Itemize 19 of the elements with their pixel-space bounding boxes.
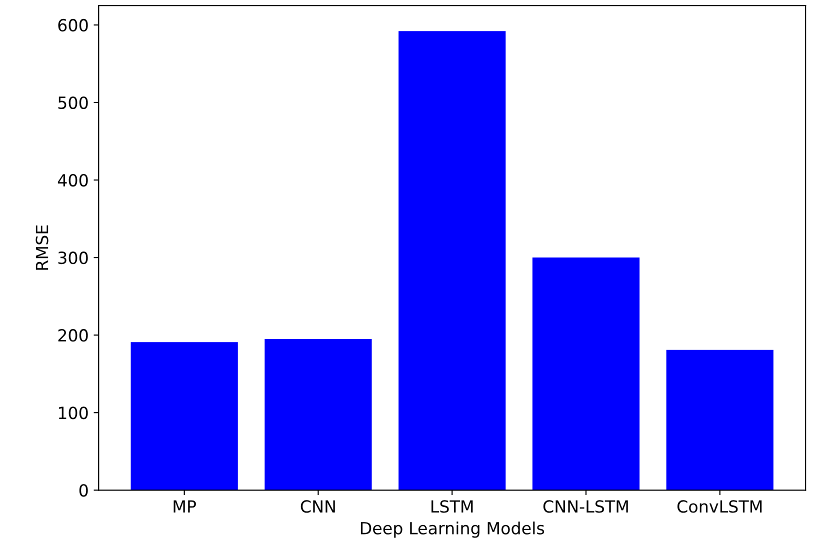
- y-axis-title: RMSE: [36, 225, 48, 270]
- y-tick-label: 200: [58, 329, 88, 342]
- y-tick-label: 400: [58, 174, 88, 187]
- y-tick-label: 500: [58, 96, 88, 110]
- y-tick-label: 0: [79, 484, 88, 497]
- bar: [666, 350, 774, 490]
- x-tick-label: CNN: [300, 500, 335, 513]
- x-axis-title: Deep Learning Models: [360, 522, 544, 538]
- y-tick-label: 100: [58, 406, 88, 420]
- x-tick-label: CNN-LSTM: [543, 500, 628, 513]
- y-tick-label: 600: [58, 18, 88, 32]
- x-tick-label: ConvLSTM: [677, 500, 762, 513]
- bar: [264, 338, 372, 490]
- bar: [532, 258, 640, 490]
- x-tick-label: MP: [174, 500, 196, 513]
- x-tick-label: LSTM: [432, 500, 473, 513]
- bar: [398, 31, 506, 490]
- bar: [130, 342, 238, 490]
- y-tick-label: 300: [58, 252, 88, 264]
